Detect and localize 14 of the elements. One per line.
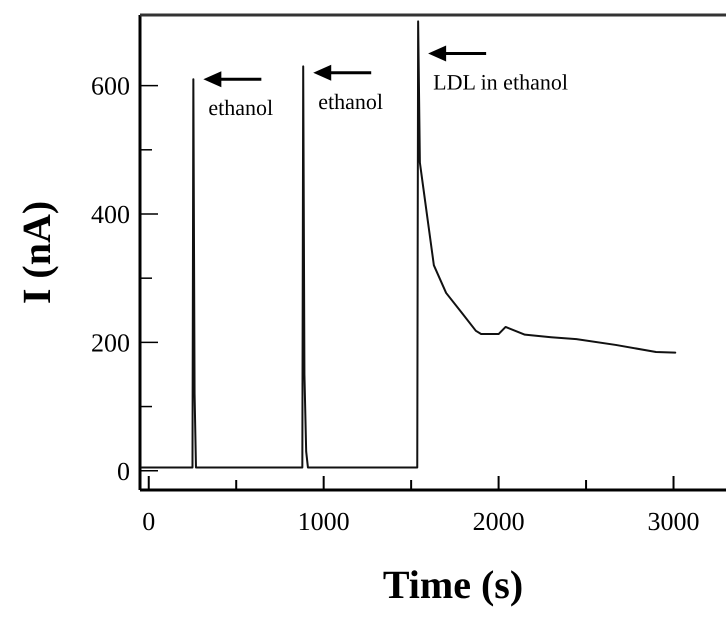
x-tick-label: 2000 (472, 507, 525, 536)
x-axis-title: Time (s) (382, 562, 524, 607)
x-tick-label: 0 (142, 507, 156, 536)
y-tick-label: 400 (91, 200, 130, 230)
annotation: ethanol (318, 88, 383, 114)
x-tick-label: 3000 (648, 507, 700, 536)
y-tick-label: 200 (91, 328, 130, 358)
y-tick-label: 600 (91, 72, 130, 101)
line-series (140, 20, 676, 469)
y-tick-label: 0 (117, 456, 130, 486)
x-tick-label: 1000 (298, 507, 350, 536)
y-axis-title: I (nA) (14, 200, 59, 304)
annotation: ethanol (208, 95, 274, 120)
annotation: LDL in ethanol (433, 70, 568, 95)
